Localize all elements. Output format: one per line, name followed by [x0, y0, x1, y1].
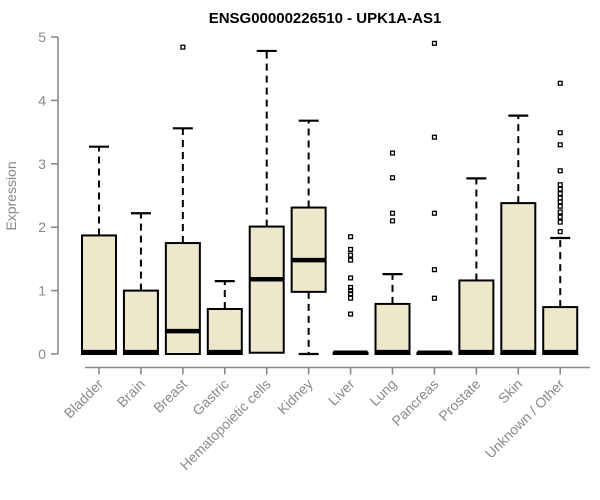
outlier-point: [389, 175, 396, 181]
outlier-point: [557, 195, 563, 201]
outlier-point: [348, 246, 354, 252]
y-tick-label: 2: [38, 219, 46, 235]
x-label-skin: Skin: [495, 376, 526, 407]
x-label-lung: Lung: [366, 376, 399, 409]
outlier-point: [431, 134, 437, 140]
outlier-point: [389, 150, 396, 156]
iqr-box: [122, 289, 159, 356]
y-tick-label: 5: [38, 29, 46, 45]
iqr-box: [374, 302, 411, 355]
outlier-point: [348, 284, 354, 290]
outlier-point: [557, 209, 563, 215]
iqr-box: [290, 206, 327, 293]
outlier-point: [389, 210, 396, 216]
x-label-unknown-other: Unknown / Other: [482, 376, 568, 462]
x-label-pancreas: Pancreas: [388, 376, 441, 429]
iqr-box: [458, 279, 495, 355]
y-tick-label: 0: [38, 346, 46, 362]
boxplot-liver: [332, 234, 369, 355]
outlier-point: [557, 80, 563, 86]
outlier-point: [431, 267, 437, 273]
outlier-point: [557, 182, 563, 188]
y-tick-label: 4: [38, 92, 46, 108]
outlier-point: [389, 218, 396, 224]
boxplot-kidney: [290, 119, 327, 356]
outlier-point: [348, 257, 354, 263]
boxplot-gastric: [206, 279, 243, 355]
outlier-point: [557, 168, 563, 174]
x-label-bladder: Bladder: [61, 376, 107, 422]
boxplot-unknown-other: [542, 80, 579, 356]
boxplot-lung: [374, 150, 411, 355]
iqr-box: [81, 234, 117, 355]
outlier-point: [557, 229, 563, 235]
iqr-box: [500, 202, 537, 355]
outlier-point: [348, 234, 354, 240]
outlier-point: [348, 311, 354, 317]
outlier-point: [557, 214, 563, 220]
x-label-breast: Breast: [150, 376, 190, 416]
boxplot-brain: [122, 212, 159, 356]
outlier-point: [557, 130, 563, 136]
x-label-kidney: Kidney: [274, 376, 316, 418]
y-axis-title: Expression: [3, 161, 19, 230]
iqr-box: [206, 307, 243, 355]
boxplot-breast: [164, 44, 201, 355]
iqr-box: [542, 306, 579, 356]
outlier-point: [348, 275, 354, 281]
x-label-liver: Liver: [325, 376, 358, 409]
y-axis: 0 1 2 3 4 5: [38, 29, 59, 362]
outlier-point: [557, 203, 563, 209]
boxplot-prostate: [458, 177, 495, 355]
outlier-point: [431, 40, 437, 46]
chart-title: ENSG00000226510 - UPK1A-AS1: [209, 10, 442, 27]
boxplot-bladder: [81, 145, 117, 355]
outlier-point: [557, 186, 563, 192]
boxplot-pancreas: [416, 40, 453, 355]
outlier-point: [348, 295, 354, 301]
boxplot-hematopoietic-cells: [248, 49, 285, 354]
outlier-point: [557, 219, 563, 225]
x-label-brain: Brain: [114, 376, 148, 410]
outlier-point: [348, 252, 354, 258]
outlier-point: [557, 142, 563, 148]
plot-area: 0 1 2 3 4 5 Bladder Brain Breast GastricHematopoi…: [38, 29, 590, 473]
boxplot-skin: [500, 114, 537, 355]
y-tick-label: 1: [38, 283, 46, 299]
iqr-box: [164, 242, 201, 355]
outlier-point: [431, 210, 437, 216]
x-label-prostate: Prostate: [435, 376, 483, 424]
outlier-point: [180, 44, 186, 50]
y-tick-label: 3: [38, 156, 46, 172]
iqr-box: [248, 225, 285, 354]
outlier-point: [557, 191, 563, 197]
outlier-point: [431, 295, 437, 301]
